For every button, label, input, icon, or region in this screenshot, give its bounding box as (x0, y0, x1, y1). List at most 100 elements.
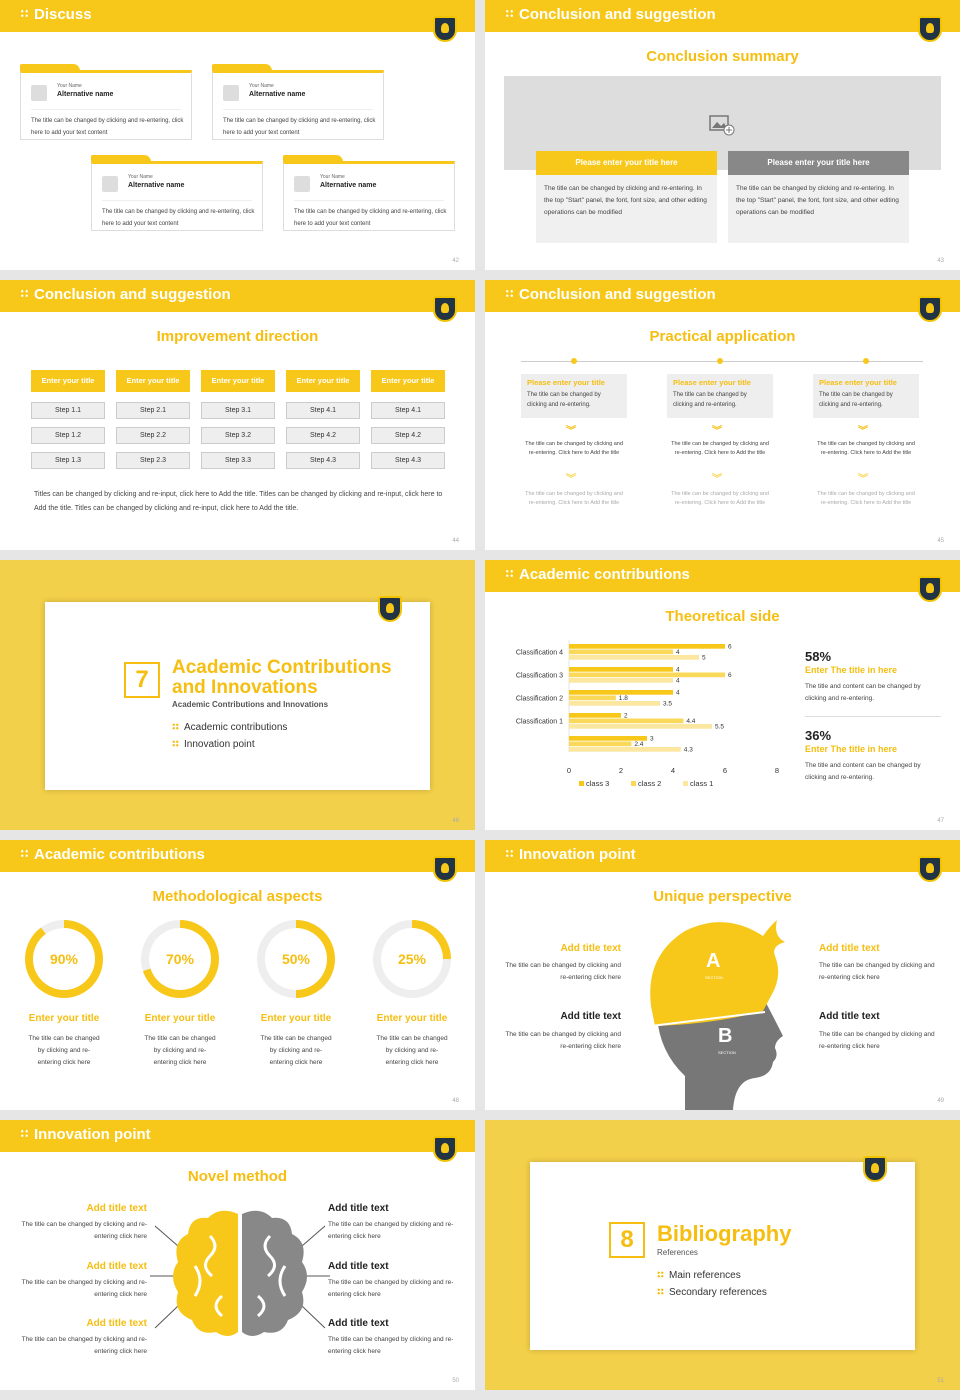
left-text-2: The title can be changed by clicking and… (505, 1031, 621, 1050)
section-label-a: SECTION (705, 975, 723, 980)
item-text: The title can be changed by clicking and… (144, 1035, 216, 1066)
image-icon (709, 115, 735, 136)
step-text-faded: The title can be changed by clicking and… (525, 491, 623, 506)
slide-header: Academic contributions (485, 560, 960, 592)
step-box[interactable]: Step 1.3 (31, 452, 105, 469)
column-title[interactable]: Enter your title (31, 370, 105, 392)
slide-46[interactable]: 7 Academic Contributions and Innovations … (0, 560, 475, 830)
dots-icon (20, 1129, 29, 1138)
column-title[interactable]: Enter your title (116, 370, 190, 392)
toc-item-2[interactable]: Secondary references (657, 1287, 767, 1298)
step-box[interactable]: Step 2.1 (116, 402, 190, 419)
profile-card[interactable]: Your Name Alternative name The title can b… (20, 64, 192, 140)
page-number: 42 (452, 258, 459, 264)
chevron-down-icon: ︾ (712, 474, 722, 485)
bar (569, 713, 621, 718)
profile-card[interactable]: Your Name Alternative name The title can b… (212, 64, 384, 140)
section-number: 7 (124, 662, 160, 698)
right-text-3: The title can be changed by clicking and… (328, 1336, 454, 1355)
slide-header: Conclusion and suggestion (485, 280, 960, 312)
slide-50[interactable]: Innovation point Novel method Add title … (0, 1120, 475, 1390)
folder-tab (20, 64, 80, 71)
left-text-1: The title can be changed by clicking and… (505, 962, 621, 981)
slide-44[interactable]: Conclusion and suggestion Improvement di… (0, 280, 475, 550)
folder-tab (212, 64, 272, 71)
step-box[interactable]: Step 1.2 (31, 427, 105, 444)
slide-48[interactable]: Academic contributions Methodological as… (0, 840, 475, 1110)
step-box[interactable]: Step 4.2 (371, 427, 445, 444)
section-title: Conclusion summary (646, 48, 799, 65)
data-label: 3 (650, 736, 654, 743)
dots-icon (20, 289, 29, 298)
note-text: Titles can be changed by clicking and re… (34, 491, 443, 512)
slide-49[interactable]: Innovation point Unique perspective A SE… (485, 840, 960, 1110)
folder-tab (283, 155, 343, 162)
slide-42[interactable]: Discuss Your Name Alternative name The tit… (0, 0, 475, 270)
timeline-dot (571, 358, 577, 364)
left-title-3: Add title text (86, 1318, 147, 1329)
slide-43[interactable]: Conclusion and suggestion Conclusion sum… (485, 0, 960, 270)
box-text: The title can be changed by clicking and… (527, 392, 601, 408)
toc-item-1[interactable]: Main references (657, 1270, 741, 1281)
slide-title: Academic contributions (519, 566, 690, 583)
title-box-2[interactable]: Please enter your title here (728, 151, 909, 175)
category-label: Classification 3 (516, 672, 563, 679)
dots-icon (505, 9, 514, 18)
section-label-b: SECTION (718, 1050, 736, 1055)
slide-51[interactable]: 8 Bibliography References Main reference… (485, 1120, 960, 1390)
item-title: Enter your title (260, 1013, 332, 1024)
step-box[interactable]: Step 2.3 (116, 452, 190, 469)
info-box[interactable]: Please enter your title The title can be … (813, 374, 919, 418)
data-label: 5.5 (715, 724, 724, 731)
section-number: 8 (609, 1222, 645, 1258)
slide-47[interactable]: Academic contributions Theoretical side … (485, 560, 960, 830)
step-box[interactable]: Step 2.2 (116, 427, 190, 444)
toc-label: Innovation point (184, 739, 255, 750)
step-box[interactable]: Step 3.2 (201, 427, 275, 444)
dots-icon (505, 289, 514, 298)
bar (569, 649, 673, 655)
section-title: Theoretical side (665, 608, 780, 625)
toc-label: Secondary references (669, 1287, 767, 1298)
slide-title: Academic contributions (34, 846, 205, 863)
column-title[interactable]: Enter your title (201, 370, 275, 392)
step-box[interactable]: Step 4.1 (371, 402, 445, 419)
info-box[interactable]: Please enter your title The title can be … (667, 374, 773, 418)
slide-45[interactable]: Conclusion and suggestion Practical appl… (485, 280, 960, 550)
toc-item-1[interactable]: Academic contributions (172, 722, 287, 733)
card-role: Your Name (128, 174, 153, 180)
profile-card[interactable]: Your Name Alternative name The title can b… (91, 155, 263, 231)
bar (569, 644, 725, 649)
step-box[interactable]: Step 4.2 (286, 427, 360, 444)
profile-card[interactable]: Your Name Alternative name The title can b… (283, 155, 455, 231)
data-label: 4 (676, 678, 680, 685)
step-box[interactable]: Step 1.1 (31, 402, 105, 419)
data-label: 4.4 (686, 718, 695, 725)
bar (569, 701, 660, 706)
bar (569, 718, 684, 724)
title-box-1[interactable]: Please enter your title here (536, 151, 717, 175)
tick-label: 4 (671, 766, 675, 775)
card-text: The title can be changed by clicking and… (102, 209, 255, 227)
text-block-1: The title can be changed by clicking and… (536, 175, 717, 243)
chevron-down-icon: ︾ (712, 426, 722, 437)
column-title[interactable]: Enter your title (371, 370, 445, 392)
right-title-1: Add title text (328, 1203, 389, 1214)
step-box[interactable]: Step 3.3 (201, 452, 275, 469)
tick-label: 8 (775, 766, 779, 775)
bar-chart: Classification 4 6 4 5 Classification 3 4 6 4 Cl… (516, 640, 779, 788)
progress-value: 50% (265, 928, 327, 990)
right-title-3: Add title text (328, 1318, 389, 1329)
data-label: 4 (676, 667, 680, 674)
progress-value: 70% (149, 928, 211, 990)
cover-title: Academic Contributions and Innovations (172, 658, 392, 698)
info-box[interactable]: Please enter your title The title can be … (521, 374, 627, 418)
step-box[interactable]: Step 3.1 (201, 402, 275, 419)
box-title: Please enter your title (527, 378, 605, 387)
category-label: Classification 4 (516, 649, 563, 656)
step-box[interactable]: Step 4.3 (286, 452, 360, 469)
column-title[interactable]: Enter your title (286, 370, 360, 392)
toc-item-2[interactable]: Innovation point (172, 739, 255, 750)
step-box[interactable]: Step 4.3 (371, 452, 445, 469)
step-box[interactable]: Step 4.1 (286, 402, 360, 419)
